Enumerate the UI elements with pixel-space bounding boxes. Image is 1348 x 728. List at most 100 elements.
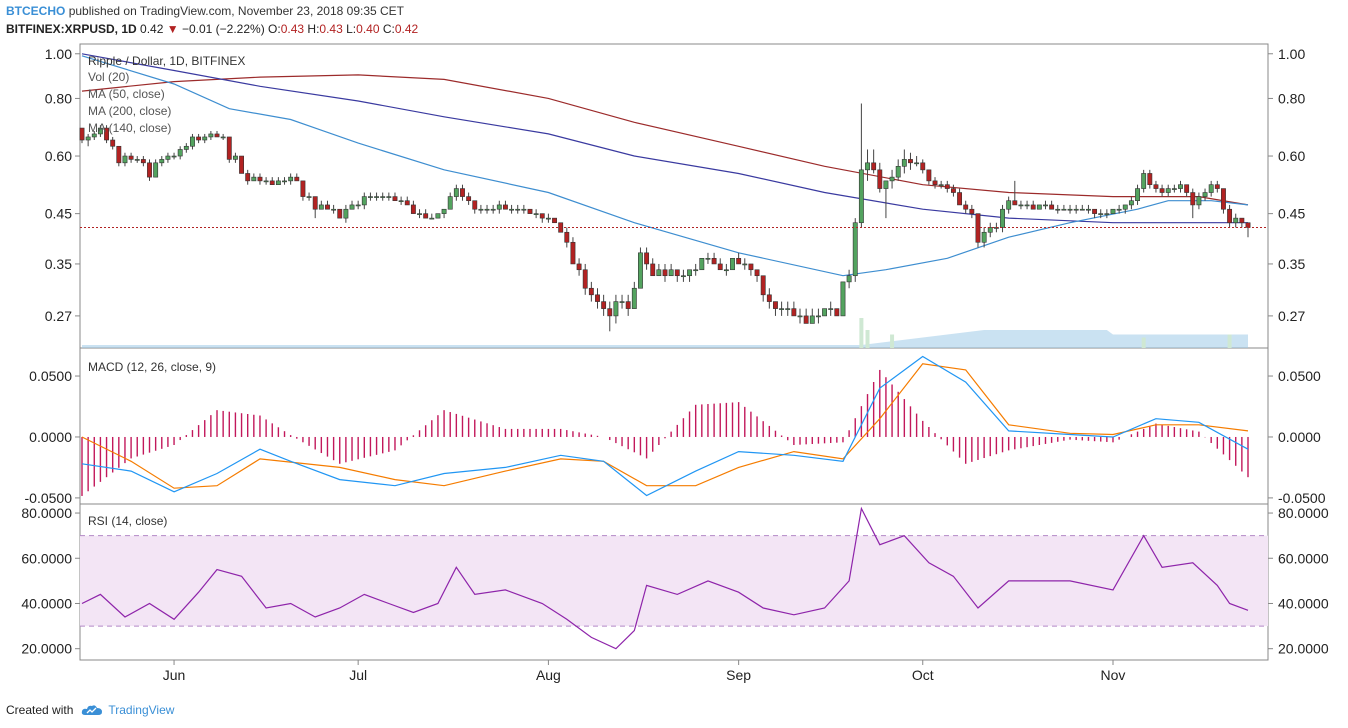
candle [460, 188, 465, 197]
candle [515, 208, 521, 211]
candle [687, 269, 692, 277]
candle [1086, 208, 1091, 211]
candle [674, 269, 680, 277]
price-pane-title: Ripple / Dollar, 1D, BITFINEX [88, 54, 245, 68]
candle [564, 231, 570, 243]
candle [1208, 184, 1214, 193]
candle [987, 227, 993, 233]
candle [1079, 208, 1085, 211]
candle [1061, 208, 1067, 211]
volume-bar [859, 318, 864, 348]
candle [447, 196, 453, 210]
candle [1116, 208, 1122, 211]
candle [1245, 222, 1251, 228]
candle [656, 269, 662, 277]
candle [263, 180, 269, 183]
candle [496, 204, 502, 210]
candle [423, 213, 429, 219]
candle [1030, 204, 1036, 210]
candle [404, 200, 410, 206]
rsi-axis-label-left: 20.0000 [21, 641, 72, 657]
candle [693, 269, 699, 272]
candle [312, 196, 318, 210]
candle [822, 308, 827, 317]
price-axis-label-right: 0.35 [1278, 256, 1305, 272]
rsi-axis-label-left: 60.0000 [21, 550, 72, 566]
candle [97, 127, 103, 135]
candle [226, 136, 232, 160]
candle [1092, 208, 1098, 214]
candle [478, 208, 484, 211]
candle [294, 176, 300, 182]
price-change: −0.01 (−2.22%) [181, 22, 265, 36]
macd-pane-title: MACD (12, 26, close, 9) [88, 360, 216, 374]
candle [1165, 188, 1171, 193]
candle [1171, 188, 1177, 190]
candle [417, 213, 422, 215]
candle [779, 308, 785, 310]
candle [895, 166, 901, 178]
candle [122, 155, 128, 164]
candle [134, 159, 140, 161]
candle [1221, 188, 1226, 210]
open-value: 0.43 [280, 22, 305, 36]
macd-axis-label-right: 0.0500 [1278, 368, 1321, 384]
candle [963, 204, 969, 210]
candle [435, 213, 441, 219]
price-axis-label-left: 1.00 [45, 46, 72, 62]
tradingview-link[interactable]: TradingView [81, 703, 174, 717]
candle [110, 139, 116, 147]
candle [711, 258, 717, 265]
candle [1190, 192, 1196, 206]
candle [1233, 217, 1239, 224]
candle [1067, 208, 1073, 211]
indicator-legend-item: MA (50, close) [88, 87, 165, 101]
candle [196, 136, 202, 141]
candle [975, 213, 981, 243]
candle [484, 208, 490, 211]
rsi-axis-label-right: 60.0000 [1278, 550, 1329, 566]
x-axis-month-label: Aug [536, 667, 561, 683]
candle [699, 258, 705, 271]
candle [736, 258, 742, 265]
publisher-name[interactable]: BTCECHO [6, 4, 66, 18]
candle [760, 275, 766, 296]
x-axis-month-label: Nov [1101, 667, 1126, 683]
candle [239, 155, 244, 174]
candle [533, 213, 539, 215]
rsi-axis-label-left: 80.0000 [21, 505, 72, 521]
candle [1049, 204, 1055, 210]
candle [490, 208, 496, 211]
candle [220, 136, 226, 139]
price-axis-label-right: 1.00 [1278, 46, 1305, 62]
rsi-axis-label-right: 20.0000 [1278, 641, 1329, 657]
candle [582, 269, 588, 289]
candle [723, 269, 729, 272]
close-value: 0.42 [394, 22, 419, 36]
candle [705, 258, 711, 260]
candle [527, 208, 533, 214]
candle [269, 180, 275, 185]
candle [1202, 192, 1208, 197]
candle [343, 208, 349, 219]
candle [190, 136, 195, 147]
low-value: 0.40 [356, 22, 380, 36]
volume-bar [1141, 337, 1146, 348]
candle [1227, 208, 1233, 224]
candle [1141, 173, 1147, 189]
price-axis-label-left: 0.27 [45, 308, 72, 324]
candle [601, 301, 607, 309]
candle [1036, 204, 1042, 210]
candle [466, 196, 472, 202]
candle [1104, 213, 1110, 215]
volume-bar [865, 330, 870, 348]
candle [1006, 200, 1012, 210]
volume-bar [1227, 334, 1232, 348]
candle [938, 184, 944, 186]
candle [545, 217, 551, 220]
candle [650, 263, 656, 277]
indicator-legend-item: MA (200, close) [88, 104, 171, 118]
candle [852, 222, 858, 277]
candle [625, 301, 631, 309]
